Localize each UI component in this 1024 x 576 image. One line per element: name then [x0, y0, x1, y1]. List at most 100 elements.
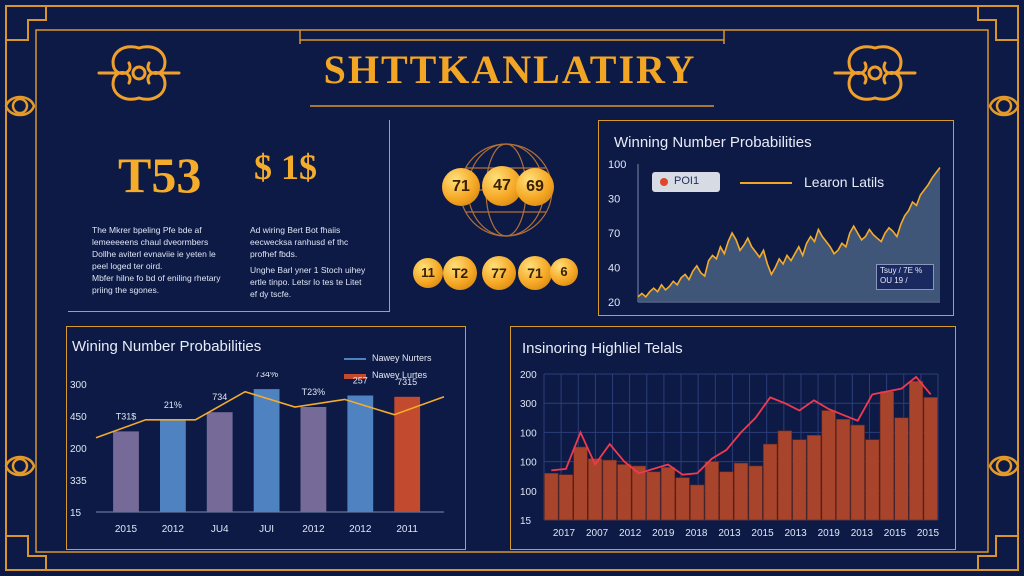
bar [300, 407, 327, 512]
area-y-tick-label: 20 [608, 297, 620, 309]
combo-x-tick-label: 2012 [619, 528, 642, 539]
combo-bar [704, 461, 719, 521]
bar-legend-label-1: Nawey Nurters [372, 353, 432, 363]
combo-x-tick-label: 2015 [884, 528, 907, 539]
combo-chart-panel [510, 326, 956, 550]
side-knot-right-top-icon [988, 95, 1020, 117]
area-legend-badge: POI1 [652, 172, 720, 192]
combo-x-tick-label: 2013 [718, 528, 741, 539]
combo-bar [675, 477, 690, 521]
combo-bar [908, 380, 924, 521]
bar-x-tick-label: JUI [259, 524, 274, 535]
combo-bar [719, 471, 734, 521]
combo-bar [573, 446, 588, 521]
lottery-ball: 71 [442, 168, 480, 206]
bar-data-label: 257 [353, 376, 368, 386]
area-note-line: Tsuy / 7E % [880, 266, 923, 275]
combo-x-tick-label: 2013 [785, 528, 808, 539]
bar [394, 396, 421, 512]
combo-bar [836, 418, 851, 521]
combo-x-tick-label: 2018 [685, 528, 708, 539]
area-legend-badge-label: POI1 [674, 175, 700, 187]
combo-bar [792, 439, 807, 521]
area-chart-title: Winning Number Probabilities [614, 134, 812, 151]
bar [160, 419, 186, 512]
combo-bar [544, 473, 559, 521]
area-y-tick-label: 30 [608, 194, 620, 206]
bar-data-label: T31$ [116, 411, 137, 421]
bar-y-tick-label: 300 [70, 380, 87, 391]
combo-bar [733, 462, 749, 521]
lottery-ball: 6 [550, 258, 578, 286]
bar-chart-panel [66, 326, 466, 550]
bar-x-tick-label: 2012 [162, 524, 185, 535]
bar-data-label: 21% [164, 400, 182, 410]
combo-bar [865, 439, 880, 521]
area-y-tick-label: 40 [608, 263, 620, 275]
stat-big-right: $ 1$ [254, 147, 317, 187]
combo-chart: 200 300 100 100 100 15 2017 2007 2012 2019 2018 201… [520, 370, 940, 539]
combo-bar [879, 391, 895, 521]
combo-bar [602, 459, 617, 521]
area-note-box: Tsuy / 7E % OU 19 / [876, 264, 934, 290]
bar-data-label: 734 [212, 392, 227, 402]
lottery-ball: 69 [516, 168, 554, 206]
combo-x-tick-label: 2015 [751, 528, 774, 539]
combo-bar [646, 471, 661, 521]
area-legend-line-label: Learon Latils [804, 174, 885, 190]
bar-x-tick-label: JU4 [211, 524, 229, 535]
side-knot-right-bottom-icon [988, 455, 1020, 477]
lottery-ball: 11 [413, 258, 443, 288]
combo-bar [690, 484, 705, 521]
bar-y-tick-label: 200 [70, 444, 87, 455]
combo-x-tick-label: 2013 [851, 528, 874, 539]
combo-y-tick-label: 300 [520, 399, 537, 410]
ornament-left-icon [97, 45, 181, 101]
combo-bar [923, 397, 938, 521]
combo-chart-title: Insinoring Highliel Telals [522, 340, 683, 357]
bar-y-tick-label: 335 [70, 476, 87, 487]
bar [253, 389, 280, 512]
bar-chart-title: Wining Number Probabilities [72, 338, 262, 355]
combo-x-tick-label: 2017 [553, 528, 576, 539]
bar-x-tick-label: 2011 [396, 524, 418, 535]
combo-y-tick-label: 100 [520, 458, 537, 469]
combo-bar [588, 458, 603, 521]
combo-bar [660, 467, 676, 521]
area-chart-panel [598, 120, 954, 316]
bar-x-tick-label: 2012 [349, 524, 372, 535]
combo-bar [777, 430, 792, 521]
bar-y-tick-label: 15 [70, 508, 82, 519]
stat-text-right-2: Unghe Barl yner 1 Stoch uihey ertle tinp… [250, 265, 366, 299]
combo-bar [748, 465, 763, 521]
area-fill [638, 167, 940, 302]
stats-panel [68, 120, 390, 312]
bar-legend-swatch-2 [344, 374, 366, 379]
area-legend-line [740, 182, 792, 184]
area-note-line: OU 19 / [880, 276, 908, 285]
lottery-ball: T2 [443, 256, 477, 290]
ornament-right-icon [833, 45, 917, 101]
combo-bar [850, 424, 865, 521]
combo-y-tick-label: 200 [520, 370, 537, 381]
lottery-ball: 77 [482, 256, 516, 290]
area-y-tick-label: 70 [608, 228, 620, 240]
bar [347, 395, 374, 512]
combo-bar [894, 417, 909, 521]
bar [206, 412, 233, 512]
bar-chart: 300 450 200 335 15 T31$ 2015 21% 2012 734 JU4 734% J… [70, 372, 445, 535]
bar-data-label: 734% [255, 372, 278, 379]
combo-x-tick-label: 2019 [818, 528, 841, 539]
bar-data-label: T23% [302, 387, 326, 397]
combo-x-tick-label: 2019 [652, 528, 675, 539]
combo-y-tick-label: 100 [520, 428, 537, 439]
bar-x-tick-label: 2015 [115, 524, 138, 535]
combo-bar [631, 465, 646, 521]
combo-bar [806, 435, 822, 521]
combo-bar [763, 443, 778, 521]
combo-bar [821, 410, 836, 521]
combo-x-tick-label: 2015 [917, 528, 940, 539]
combo-y-tick-label: 15 [520, 516, 532, 527]
bar-legend-label-2: Nawey Lurtes [372, 370, 428, 380]
